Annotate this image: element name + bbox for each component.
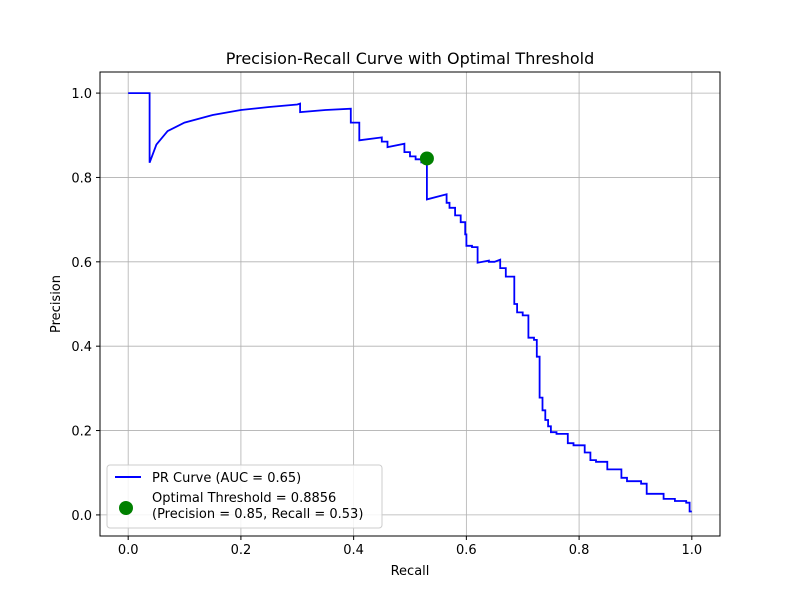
- y-tick-label: 0.8: [71, 171, 92, 186]
- x-tick-label: 0.0: [118, 543, 139, 558]
- legend-label-pr-curve: PR Curve (AUC = 0.65): [152, 471, 301, 486]
- x-tick-label: 0.2: [231, 543, 252, 558]
- pr-curve-line: [128, 92, 692, 513]
- x-axis-label: Recall: [391, 564, 430, 579]
- grid: [100, 72, 720, 536]
- y-axis-ticks: 0.0 0.2 0.4 0.6 0.8 1.0: [71, 87, 100, 524]
- legend-box: [106, 464, 383, 529]
- x-tick-label: 0.8: [569, 543, 590, 558]
- legend-label-line: Optimal Threshold = 0.8856: [152, 491, 336, 506]
- plot-area: [128, 92, 692, 513]
- y-tick-label: 0.0: [71, 509, 92, 524]
- legend-label-optimal-threshold: Optimal Threshold = 0.8856 (Precision = 0…: [152, 491, 363, 522]
- legend-label-line: (Precision = 0.85, Recall = 0.53): [152, 507, 363, 522]
- x-tick-label: 0.6: [456, 543, 477, 558]
- chart-title: Precision-Recall Curve with Optimal Thre…: [226, 49, 595, 68]
- x-axis-ticks: 0.0 0.2 0.4 0.6 0.8 1.0: [118, 536, 702, 558]
- x-tick-label: 0.4: [343, 543, 364, 558]
- legend-marker-swatch: [119, 501, 133, 515]
- y-tick-label: 1.0: [71, 87, 92, 102]
- axes-frame: [99, 71, 721, 537]
- y-tick-label: 0.6: [71, 256, 92, 271]
- x-tick-label: 1.0: [681, 543, 702, 558]
- y-tick-label: 0.4: [71, 340, 92, 355]
- y-tick-label: 0.2: [71, 425, 92, 440]
- optimal-threshold-point: [419, 151, 434, 166]
- legend: PR Curve (AUC = 0.65) Optimal Threshold …: [106, 464, 383, 529]
- y-axis-label: Precision: [49, 275, 64, 333]
